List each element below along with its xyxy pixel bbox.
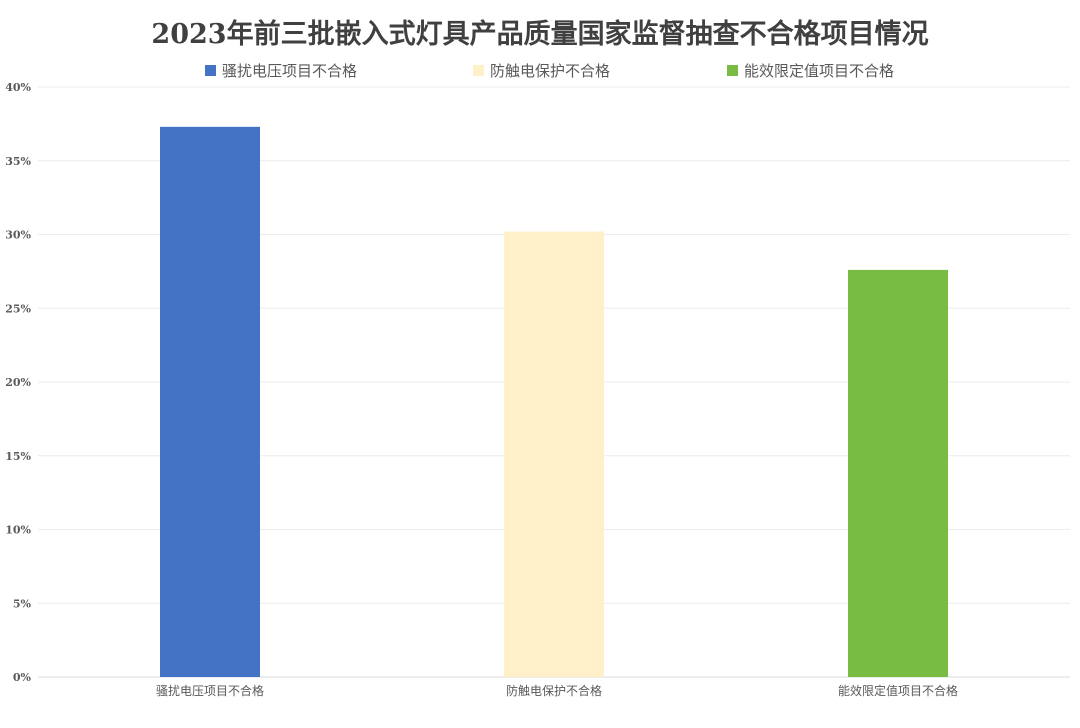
legend-item-voltage: 骚扰电压项目不合格: [205, 60, 357, 81]
y-tick-label: 25%: [5, 302, 31, 315]
legend-swatch-voltage: [205, 65, 216, 76]
y-tick-label: 40%: [5, 81, 31, 94]
y-tick-label: 0%: [13, 671, 32, 684]
legend-item-shock: 防触电保护不合格: [473, 60, 610, 81]
y-tick-label: 10%: [5, 524, 31, 537]
x-tick-label: 骚扰电压项目不合格: [156, 683, 264, 698]
bar: [160, 126, 260, 677]
y-tick-label: 15%: [5, 450, 31, 463]
legend-label-shock: 防触电保护不合格: [490, 62, 611, 80]
bar: [504, 231, 604, 678]
legend-label-voltage: 骚扰电压项目不合格: [222, 62, 358, 80]
chart-legend: 骚扰电压项目不合格 防触电保护不合格 能效限定值项目不合格: [0, 60, 1080, 80]
y-tick-label: 35%: [5, 155, 31, 168]
x-tick-label: 防触电保护不合格: [506, 683, 602, 698]
y-tick-label: 5%: [13, 597, 32, 610]
y-tick-label: 20%: [5, 376, 31, 389]
x-tick-label: 能效限定值项目不合格: [838, 683, 958, 698]
bar: [848, 269, 948, 677]
legend-label-efficiency: 能效限定值项目不合格: [744, 62, 895, 80]
legend-swatch-shock: [473, 65, 484, 76]
chart-title: 2023年前三批嵌入式灯具产品质量国家监督抽查不合格项目情况: [151, 19, 929, 50]
legend-item-efficiency: 能效限定值项目不合格: [727, 60, 894, 81]
y-tick-label: 30%: [5, 229, 31, 242]
legend-swatch-efficiency: [727, 65, 738, 76]
